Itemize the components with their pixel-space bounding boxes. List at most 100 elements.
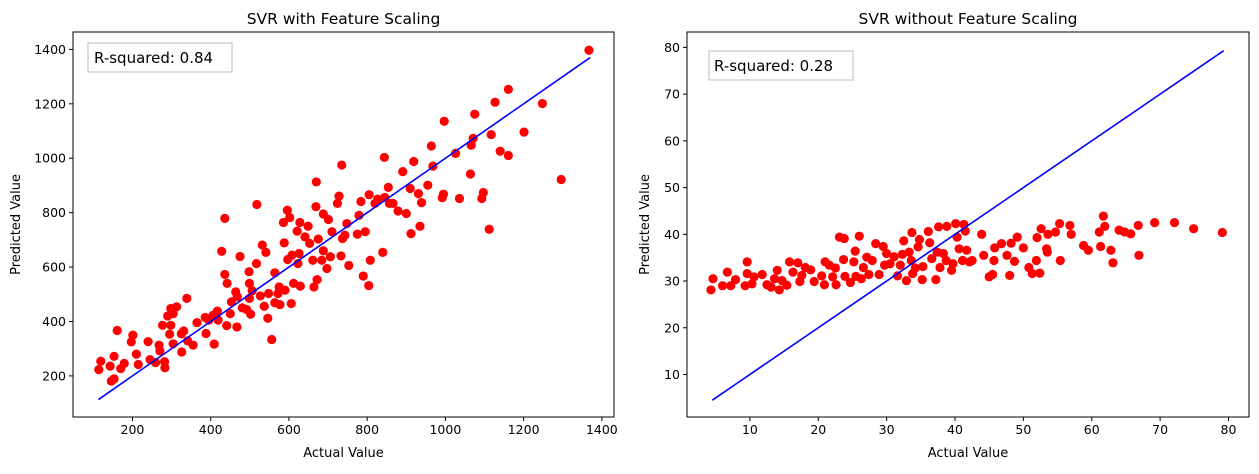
left-data-point	[484, 224, 494, 234]
left-data-point	[556, 174, 566, 185]
right-data-point	[990, 243, 1000, 253]
left-x-tick-label: 400	[199, 422, 223, 437]
left-data-point	[287, 250, 297, 260]
left-data-point	[247, 286, 257, 296]
left-data-point	[311, 202, 321, 212]
left-data-point	[317, 255, 327, 265]
left-data-point	[398, 166, 408, 177]
right-data-point	[1108, 258, 1118, 268]
left-data-point	[244, 278, 255, 289]
right-data-point	[923, 226, 933, 237]
left-data-point	[308, 255, 318, 265]
left-data-point	[94, 365, 104, 375]
right-y-tick-label: 70	[664, 87, 680, 102]
right-data-point	[717, 281, 728, 291]
right-data-point	[1083, 245, 1093, 255]
right-data-point	[809, 276, 819, 287]
left-data-point	[280, 285, 290, 295]
right-data-point	[1106, 245, 1116, 255]
right-data-point	[1032, 232, 1042, 243]
right-data-point	[874, 269, 884, 280]
right-data-point	[1012, 232, 1022, 242]
left-data-point	[478, 187, 488, 198]
left-data-point	[454, 193, 465, 204]
left-data-point	[364, 280, 374, 291]
left-data-point	[232, 322, 242, 332]
left-y-tick-label: 600	[42, 260, 66, 275]
left-data-point	[220, 213, 230, 223]
left-data-point	[340, 230, 350, 240]
left-data-point	[490, 97, 500, 107]
right-data-point	[856, 274, 866, 284]
right-subplot-svr-without-scaling: SVR without Feature Scaling Actual Value…	[638, 10, 1250, 461]
left-data-point	[188, 340, 198, 350]
right-data-point	[989, 255, 999, 266]
right-data-point	[858, 262, 868, 273]
left-data-point	[251, 258, 262, 269]
right-data-point	[1169, 218, 1180, 228]
left-data-point	[388, 198, 398, 209]
left-data-point	[182, 293, 192, 303]
left-data-point	[252, 199, 262, 210]
left-data-point	[360, 227, 370, 237]
left-data-point	[495, 146, 505, 156]
left-data-point	[244, 267, 254, 277]
right-data-point	[1006, 238, 1016, 248]
right-data-point	[1065, 220, 1075, 231]
left-data-point	[323, 214, 334, 225]
right-data-point	[1042, 247, 1052, 257]
left-data-point	[318, 246, 328, 256]
right-data-point	[895, 260, 905, 270]
left-reference-line	[97, 56, 591, 401]
right-data-point	[885, 259, 895, 269]
right-data-point	[957, 255, 968, 266]
right-data-point	[774, 285, 784, 295]
right-x-tick-label: 50	[1015, 422, 1031, 437]
right-data-point	[925, 238, 935, 248]
right-y-tick-label: 30	[664, 274, 680, 289]
right-data-point	[1098, 211, 1108, 221]
right-y-tick-label: 10	[664, 367, 680, 382]
left-data-point	[519, 127, 529, 137]
right-annotation-box	[708, 50, 854, 81]
right-data-point	[867, 255, 877, 266]
left-data-point	[334, 191, 344, 201]
left-data-point	[257, 240, 267, 250]
left-data-point	[413, 189, 424, 199]
right-data-point	[793, 258, 803, 268]
left-data-point	[128, 330, 138, 340]
right-data-point	[996, 239, 1007, 249]
right-x-tick-label: 80	[1221, 422, 1237, 437]
right-data-point	[839, 233, 849, 244]
left-x-tick-label: 1400	[586, 422, 618, 437]
right-data-point	[917, 275, 927, 285]
left-data-point	[286, 298, 296, 309]
left-annotation-box	[87, 42, 233, 73]
left-data-point	[486, 129, 496, 140]
right-data-point	[1055, 255, 1065, 266]
left-data-point	[105, 361, 115, 371]
left-data-point	[232, 292, 242, 302]
right-data-point	[769, 274, 780, 284]
left-y-tick-label: 200	[42, 368, 66, 383]
right-data-point	[1018, 243, 1028, 253]
left-data-point	[439, 116, 449, 126]
right-data-point	[864, 269, 874, 280]
right-data-point	[942, 221, 952, 231]
right-data-point	[757, 269, 767, 280]
left-y-tick-label: 400	[42, 314, 66, 329]
right-data-point	[772, 265, 782, 275]
left-data-point	[336, 251, 346, 261]
right-data-point	[934, 222, 944, 232]
left-data-point	[131, 349, 141, 359]
right-data-point	[931, 275, 941, 285]
left-y-tick-label: 1000	[34, 151, 66, 166]
left-data-point	[177, 347, 187, 357]
right-x-tick-label: 20	[810, 422, 826, 437]
left-data-point	[275, 300, 285, 310]
left-data-point	[157, 320, 168, 330]
left-x-axis-label: Actual Value	[303, 446, 384, 461]
right-data-point	[1009, 256, 1020, 267]
right-data-point	[1002, 250, 1012, 260]
left-data-point	[309, 282, 319, 292]
